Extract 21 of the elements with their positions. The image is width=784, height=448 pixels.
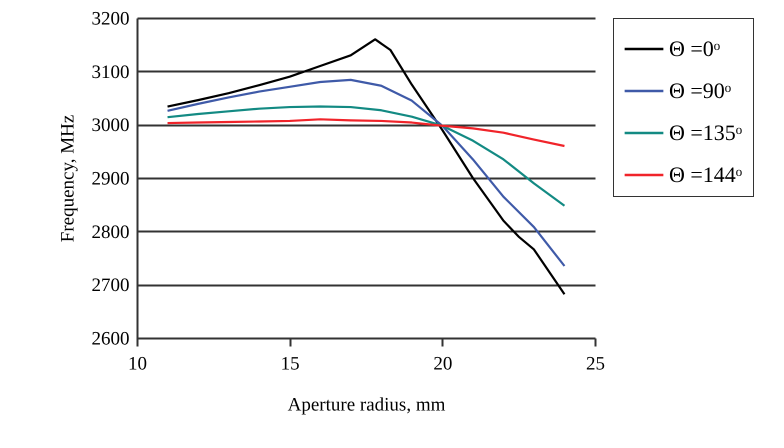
legend-label: Θ =144ᵒ xyxy=(669,162,742,187)
x-tick-label: 25 xyxy=(586,354,605,374)
x-axis-title: Aperture radius, mm xyxy=(288,394,446,416)
x-tick-label: 20 xyxy=(433,354,452,374)
y-axis-title: Frequency, MHz xyxy=(58,114,78,242)
line-series xyxy=(166,105,566,207)
y-tick-label: 2700 xyxy=(92,275,130,296)
line-series xyxy=(166,118,566,148)
y-tick-label: 2600 xyxy=(92,328,130,350)
legend-label: Θ =135ᵒ xyxy=(669,120,742,145)
y-tick-label: 2900 xyxy=(92,168,130,190)
y-tick-label: 3100 xyxy=(92,62,130,83)
legend-label: Θ =0ᵒ xyxy=(669,36,720,61)
line-series xyxy=(166,78,566,268)
x-tick-label: 10 xyxy=(128,354,147,374)
y-tick-label: 3200 xyxy=(92,8,130,30)
line-series xyxy=(166,38,566,296)
y-tick-label: 2800 xyxy=(92,222,130,243)
y-tick-label: 3000 xyxy=(92,115,130,136)
x-tick-label: 15 xyxy=(280,354,300,374)
legend-label: Θ =90ᵒ xyxy=(669,78,732,103)
